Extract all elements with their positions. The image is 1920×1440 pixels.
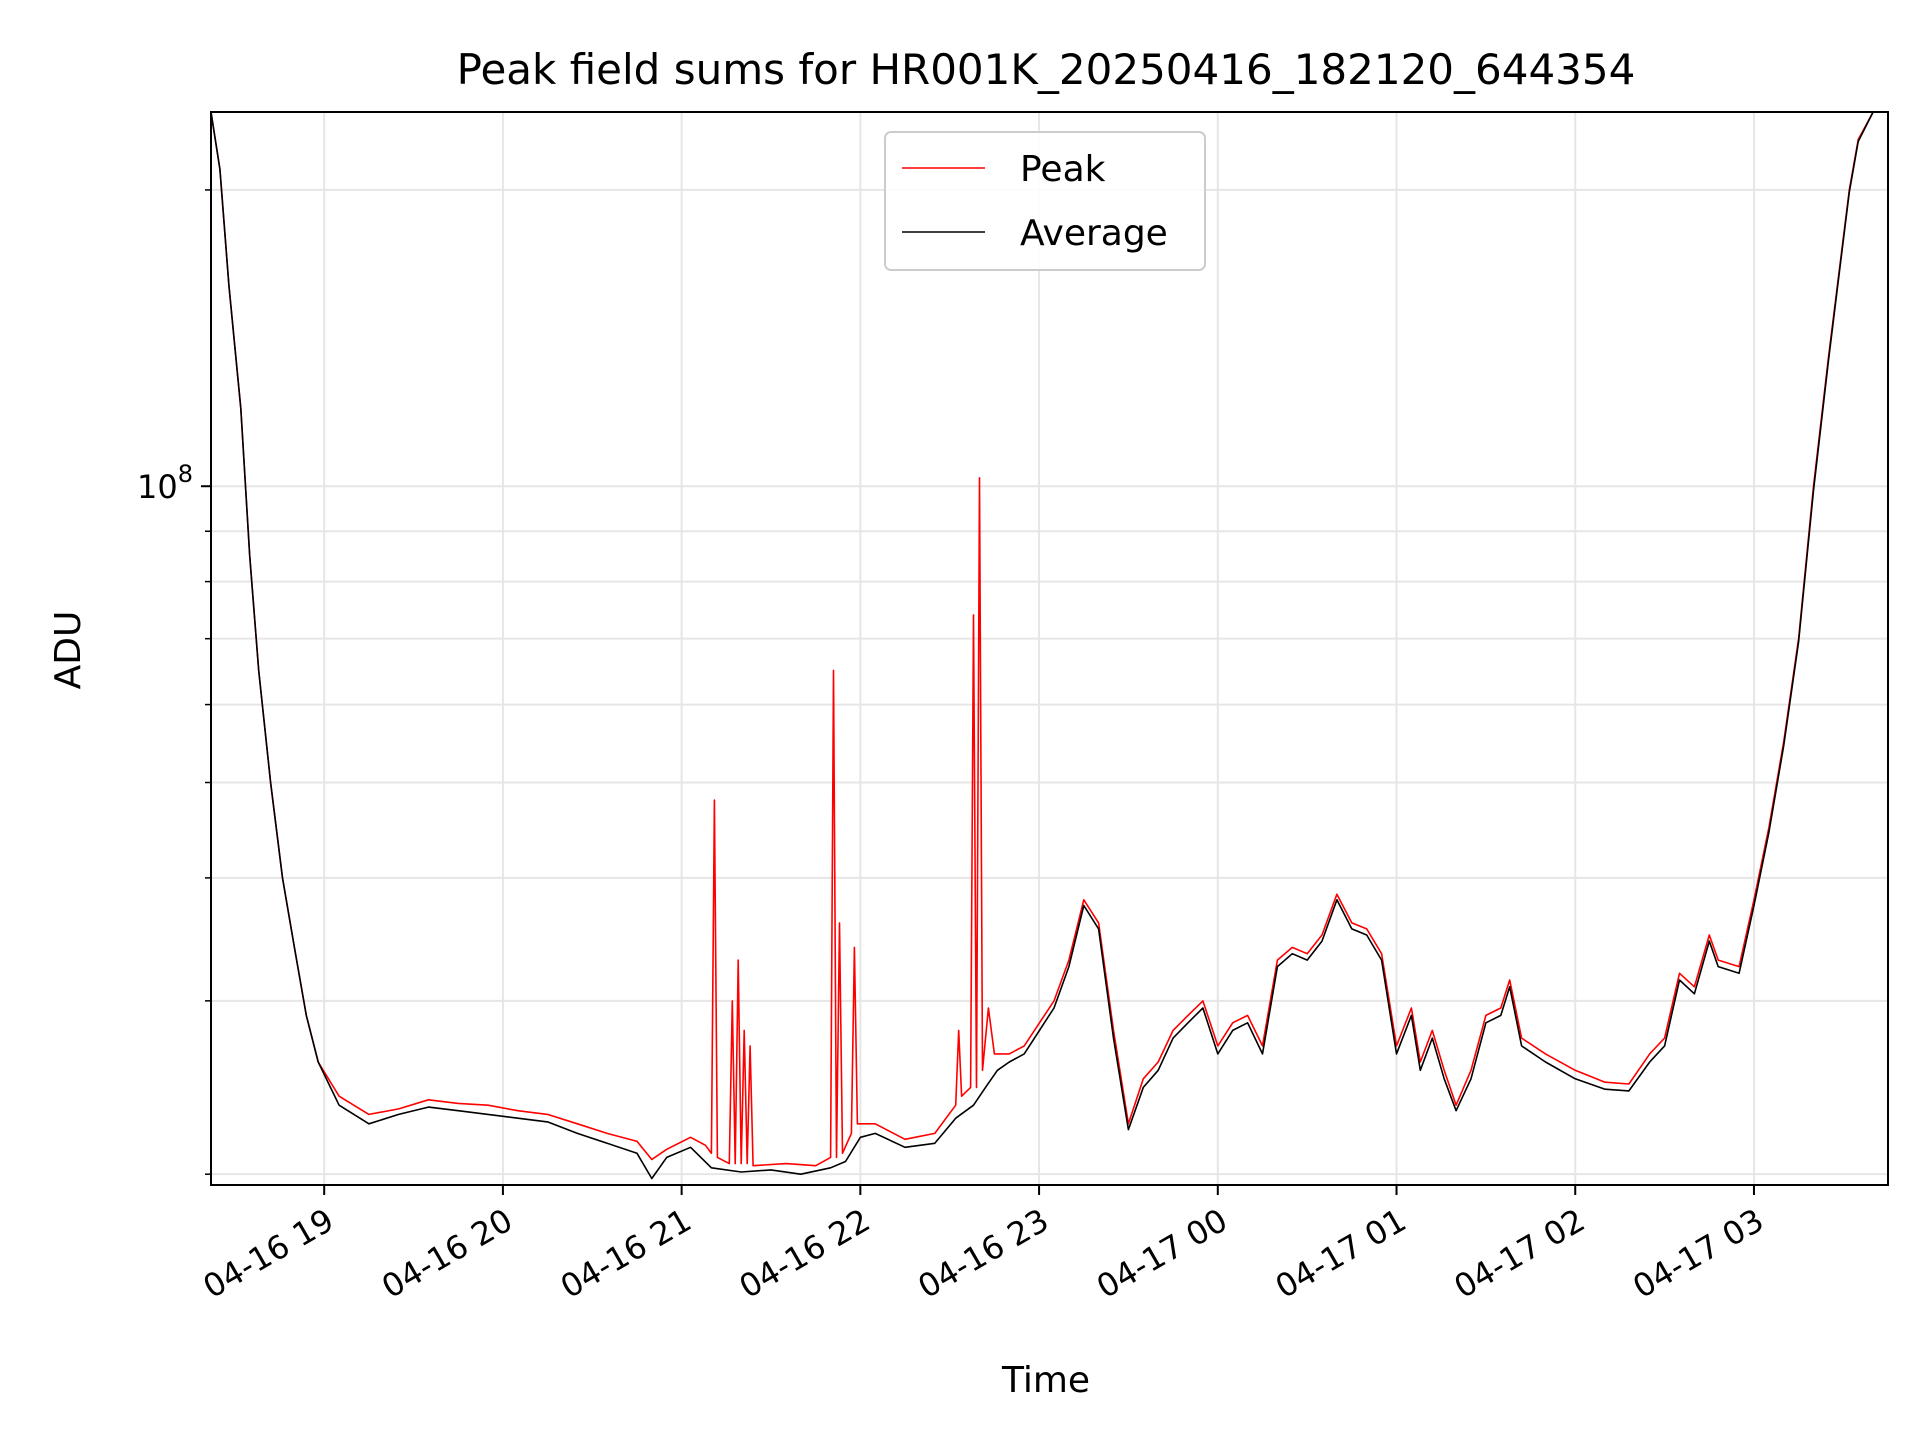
y-tick-label: 108: [137, 460, 193, 506]
y-axis-label: ADU: [48, 611, 89, 690]
series-line-average: [211, 112, 1874, 1180]
legend-label-peak: Peak: [1020, 149, 1106, 190]
series-line-peak: [211, 112, 1874, 1167]
legend-label-average: Average: [1020, 213, 1168, 254]
chart-title: Peak field sums for HR001K_20250416_1821…: [457, 45, 1636, 94]
x-axis-label: Time: [1001, 1360, 1090, 1401]
plot-frame: [210, 111, 1889, 1186]
series-layer: [211, 112, 1874, 1180]
legend: Peak Average: [884, 131, 1206, 271]
y-axis: 108: [137, 189, 211, 1175]
legend-box: [884, 131, 1206, 271]
grid: [211, 112, 1888, 1185]
